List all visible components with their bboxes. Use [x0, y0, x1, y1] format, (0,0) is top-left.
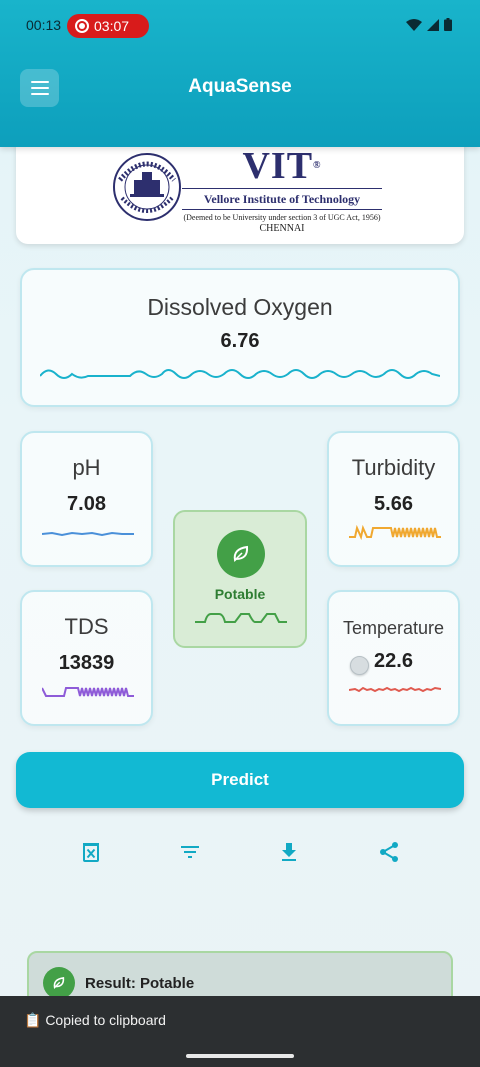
app-bar: 00:13 03:07 AquaSense [0, 0, 480, 147]
temperature-value: 22.6 [374, 650, 413, 672]
temperature-slider-knob[interactable] [350, 656, 369, 675]
menu-button[interactable] [20, 69, 59, 107]
wifi-icon [406, 18, 422, 31]
leaf-icon [43, 967, 75, 999]
hamburger-menu-icon [30, 81, 49, 95]
potable-indicator-card[interactable]: Potable [173, 510, 307, 648]
logo-text: VIT® Vellore Institute of Technology (De… [182, 145, 382, 234]
dissolved-oxygen-value: 6.76 [220, 330, 260, 352]
predict-button[interactable]: Predict [16, 752, 464, 808]
dissolved-oxygen-wave [40, 369, 440, 379]
potable-label: Potable [214, 586, 266, 602]
dissolved-oxygen-label: Dissolved Oxygen [147, 294, 333, 320]
status-time: 00:13 [26, 17, 62, 33]
tds-label: TDS [64, 614, 109, 639]
temperature-card[interactable]: Temperature 22.6 [327, 590, 460, 726]
recording-time: 03:07 [94, 18, 130, 34]
result-text: Result: Potable [85, 975, 195, 992]
logo-card: VIT® Vellore Institute of Technology (De… [16, 140, 464, 244]
ph-card[interactable]: pH 7.08 [20, 431, 153, 567]
clear-icon[interactable] [79, 840, 103, 864]
download-icon[interactable] [277, 840, 301, 864]
tds-wave [42, 687, 134, 697]
snackbar-text: 📋 Copied to clipboard [24, 1012, 166, 1028]
vit-seal-logo [113, 153, 181, 221]
home-indicator[interactable] [186, 1054, 294, 1058]
action-row [0, 840, 480, 866]
potable-wave [195, 613, 287, 623]
logo-deemed-text: (Deemed to be University under section 3… [183, 213, 381, 222]
screen-recording-pill[interactable]: 03:07 [67, 14, 149, 38]
logo-city: CHENNAI [259, 223, 305, 234]
share-icon[interactable] [377, 840, 401, 864]
turbidity-label: Turbidity [351, 455, 436, 480]
ph-value: 7.08 [67, 493, 106, 515]
ph-label: pH [72, 455, 101, 480]
turbidity-wave [349, 525, 441, 541]
dissolved-oxygen-card[interactable]: Dissolved Oxygen 6.76 [20, 268, 460, 407]
status-icons [406, 18, 452, 31]
filter-icon[interactable] [178, 840, 202, 864]
temperature-label: Temperature [342, 618, 445, 638]
temperature-wave [349, 686, 441, 693]
leaf-icon [217, 530, 265, 578]
signal-icon [427, 18, 439, 31]
tds-value: 13839 [58, 652, 115, 674]
ph-wave [42, 531, 134, 537]
status-bar: 00:13 03:07 [0, 0, 480, 52]
logo-short: VIT [242, 145, 314, 187]
turbidity-card[interactable]: Turbidity 5.66 [327, 431, 460, 567]
turbidity-value: 5.66 [374, 493, 413, 515]
record-icon [75, 19, 89, 33]
tds-card[interactable]: TDS 13839 [20, 590, 153, 726]
logo-full-name: Vellore Institute of Technology [203, 192, 361, 206]
battery-icon [444, 18, 452, 31]
snackbar: 📋 Copied to clipboard [0, 996, 480, 1067]
app-title: AquaSense [188, 76, 292, 97]
